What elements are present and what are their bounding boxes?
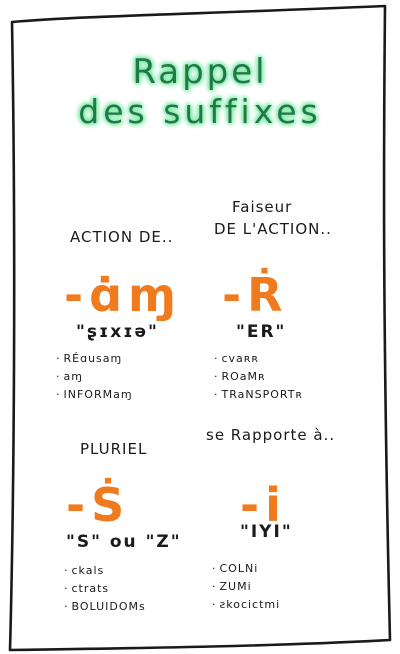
example-item: BOLUIDOMs: [64, 598, 146, 616]
section-header-doer-line-1: Faiseur: [232, 198, 293, 216]
example-item: TRaNSPORTʀ: [214, 386, 303, 404]
section-header-doer-line-2: DE L'ACTION..: [214, 220, 332, 238]
example-item: aɱ: [56, 368, 133, 386]
example-item: ZUMi: [212, 578, 280, 596]
title-line-1: Rappel: [132, 52, 268, 92]
example-item: cvaʀʀ: [214, 350, 303, 368]
suffix-plural: -Ṡ: [66, 478, 131, 532]
example-item: COLNi: [212, 560, 280, 578]
examples-relates: COLNi ZUMi ƨkocictmi: [212, 560, 280, 614]
example-item: ckals: [64, 562, 146, 580]
pronunciation-action: "ʂɪxɪə": [76, 322, 159, 342]
pronunciation-doer: "ER": [236, 322, 287, 342]
section-header-plural: PLURIEL: [80, 440, 148, 458]
suffix-action: -ɑ̇ɱ: [64, 268, 182, 322]
example-item: INFORMaɱ: [56, 386, 133, 404]
title-line-2: des suffixes: [78, 92, 322, 131]
pronunciation-relates: "IYI": [240, 522, 293, 542]
examples-plural: ckals ctrats BOLUIDOMs: [64, 562, 146, 616]
example-item: ƨkocictmi: [212, 596, 280, 614]
examples-doer: cvaʀʀ ROaMʀ TRaNSPORTʀ: [214, 350, 303, 404]
section-header-relates: se Rapporte à..: [206, 426, 336, 444]
section-header-action: ACTION DE..: [70, 228, 174, 246]
example-item: ROaMʀ: [214, 368, 303, 386]
example-item: RÉɑusaɱ: [56, 350, 133, 368]
suffix-relates: -i: [240, 478, 287, 532]
examples-action: RÉɑusaɱ aɱ INFORMaɱ: [56, 350, 133, 404]
suffix-doer: -Ṙ: [222, 268, 289, 322]
pronunciation-plural: "S" ou "Z": [66, 532, 182, 552]
example-item: ctrats: [64, 580, 146, 598]
